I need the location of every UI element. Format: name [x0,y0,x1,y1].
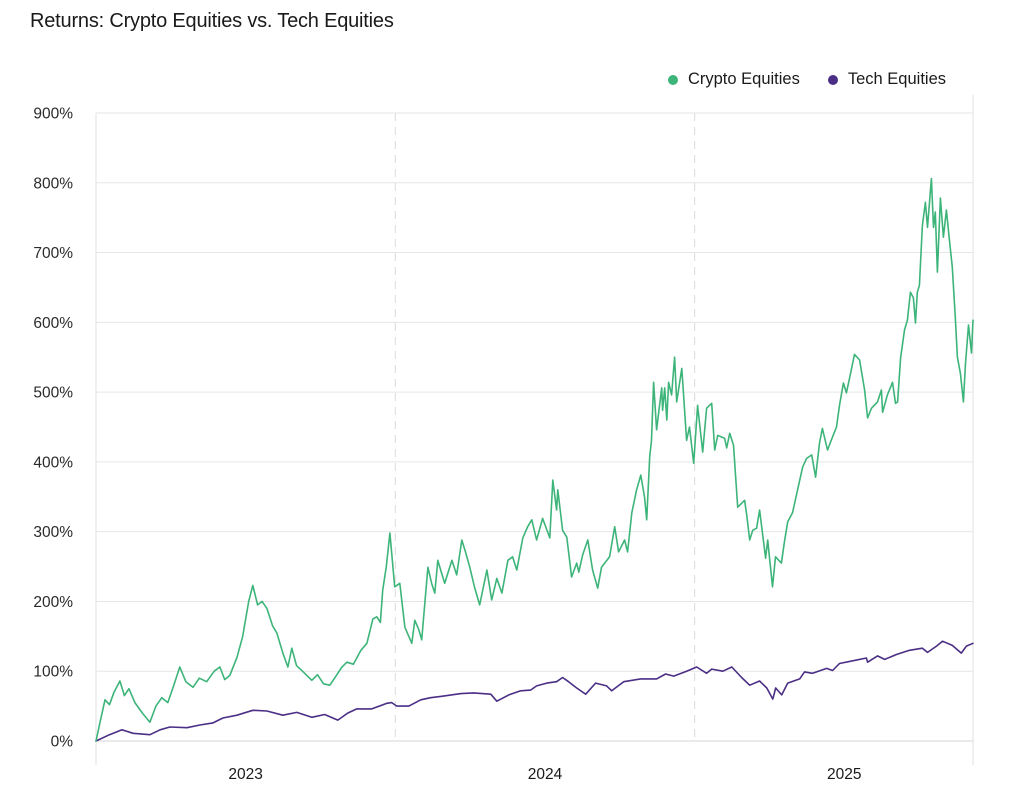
y-axis-tick-labels: 0% 100% 200% 300% 400% 500% 600% 700% 800% 900% [33,106,73,751]
legend-marker-tech-equities [827,74,838,85]
x-tick-label: 2024 [528,766,563,783]
y-tick-label: 300% [33,524,73,541]
year-dividers [394,113,696,741]
legend-item-crypto-equities[interactable]: Crypto Equities [667,70,800,89]
tech-equities-line [95,640,974,742]
legend-label-crypto-equities: Crypto Equities [687,70,800,88]
y-tick-label: 500% [33,385,73,402]
axes [95,95,974,765]
x-axis-tick-labels: 2023 2024 2025 [228,766,861,783]
y-tick-label: 0% [51,734,74,751]
x-tick-label: 2025 [827,766,861,783]
y-tick-label: 400% [33,454,73,471]
legend-item-tech-equities[interactable]: Tech Equities [827,70,946,89]
y-tick-label: 900% [33,106,73,123]
y-tick-label: 600% [33,315,73,332]
x-tick-label: 2023 [228,766,262,783]
series-lines [95,177,974,742]
chart-title: Returns: Crypto Equities vs. Tech Equiti… [30,10,394,32]
y-tick-label: 700% [33,245,73,262]
y-tick-label: 100% [33,664,73,681]
y-tick-label: 200% [33,594,73,611]
gridlines [96,112,973,742]
crypto-equities-line [95,177,974,742]
legend-marker-crypto-equities [667,74,678,85]
legend-label-tech-equities: Tech Equities [847,70,946,88]
y-tick-label: 800% [33,175,73,192]
legend: Crypto Equities Tech Equities [667,70,946,89]
